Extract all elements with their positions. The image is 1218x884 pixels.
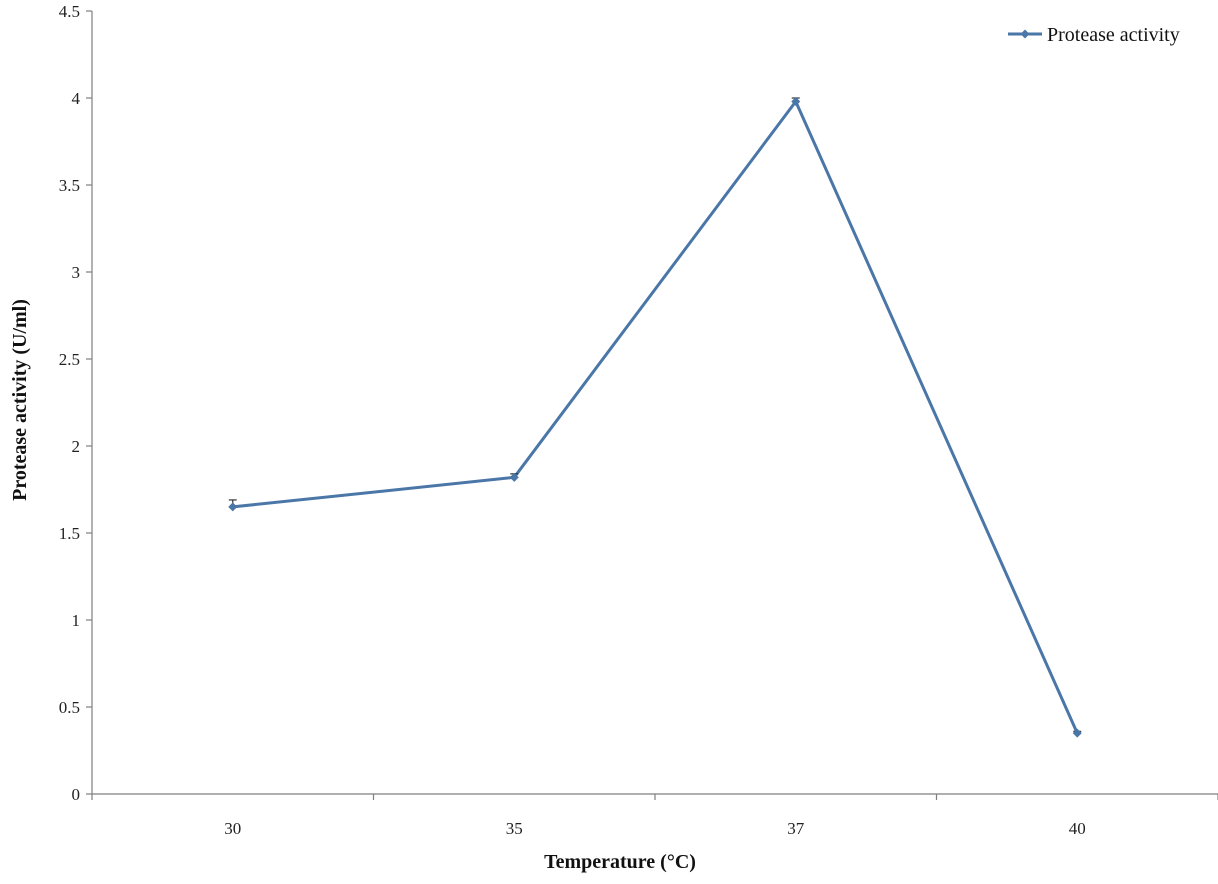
y-tick-label: 0 (72, 785, 81, 804)
x-tick-label: 35 (506, 819, 523, 838)
y-tick-label: 4 (72, 89, 81, 108)
data-point (228, 502, 238, 512)
y-tick-label: 2.5 (59, 350, 80, 369)
data-point (791, 96, 801, 106)
data-point (509, 472, 519, 482)
y-tick-label: 2 (72, 437, 81, 456)
x-tick-label: 30 (224, 819, 241, 838)
series-line (232, 99, 1079, 734)
x-tick-label: 37 (787, 819, 805, 838)
y-axis-title: Protease activity (U/ml) (9, 299, 31, 501)
y-tick-label: 1 (72, 611, 81, 630)
x-axis-title: Temperature (°C) (544, 851, 696, 873)
y-tick-label: 4.5 (59, 2, 80, 21)
x-axis: 30 35 37 40 (91, 793, 1218, 838)
legend-marker (1020, 29, 1030, 39)
y-axis: 0 0.5 1 1.5 2 2.5 3 3.5 4 4.5 (59, 2, 93, 804)
legend: Protease activity (1008, 24, 1180, 46)
series-layer (228, 96, 1082, 738)
y-tick-label: 3.5 (59, 176, 80, 195)
legend-label: Protease activity (1047, 24, 1180, 46)
x-tick-label: 40 (1069, 819, 1086, 838)
y-tick-label: 3 (72, 263, 81, 282)
y-tick-label: 1.5 (59, 524, 80, 543)
y-tick-label: 0.5 (59, 698, 80, 717)
data-point (1072, 728, 1082, 738)
